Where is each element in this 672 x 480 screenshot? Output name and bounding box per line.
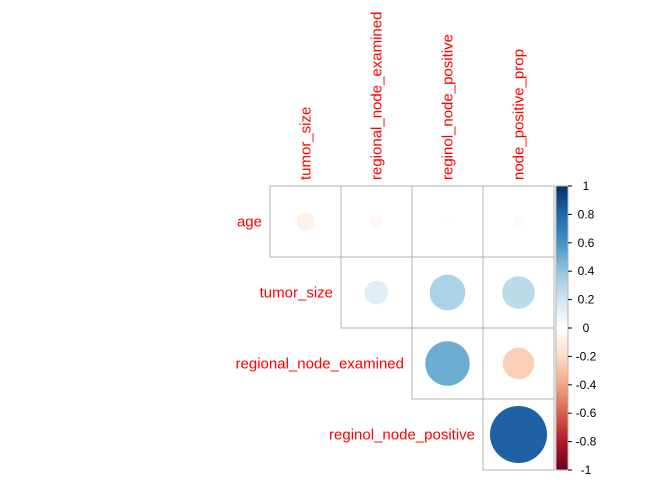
color-bar-tick-label: -0.6 (576, 406, 597, 420)
correlation-circle (502, 276, 535, 309)
column-labels: tumor_size regional_node_examined reginol_… (298, 12, 528, 180)
color-bar-tick-label: -0.2 (576, 349, 597, 363)
row-labels: age tumor_size regional_node_examinedregin… (236, 214, 475, 444)
row-label: age (237, 214, 262, 231)
color-bar-tick-label: 0.2 (578, 293, 595, 307)
color-bar-tick-label: 1 (583, 179, 590, 193)
color-bar-tick-label: 0.8 (578, 207, 595, 221)
correlation-circle (364, 280, 389, 305)
column-label: reginol_node_positive (440, 34, 457, 180)
color-bar-tick-label: -1 (581, 463, 592, 477)
correlation-circle (513, 216, 524, 227)
row-label: regional_node_examined (236, 356, 404, 373)
color-legend: 1 0.8 0.6 0.4 0.2 0 -0.2 -0.4 -0.6 -0.8 -1 (555, 179, 597, 477)
correlation-circle (425, 341, 470, 386)
correlation-circle (489, 405, 548, 464)
matrix-cell (482, 398, 555, 471)
color-bar-tick-label: 0.6 (578, 236, 595, 250)
row-label: reginol_node_positive (329, 427, 475, 444)
correlation-circle (502, 347, 535, 380)
column-label: node_positive_prop (511, 49, 528, 180)
column-label: regional_node_examined (369, 12, 386, 180)
correlation-circle (296, 212, 315, 231)
correlation-circle (370, 215, 383, 228)
color-bar-tick-label: -0.8 (576, 435, 597, 449)
row-label: tumor_size (260, 285, 333, 302)
color-bar-tick-label: -0.4 (576, 378, 597, 392)
correlation-matrix (269, 185, 555, 471)
correlation-circle (444, 218, 451, 225)
column-label: tumor_size (298, 107, 315, 180)
correlation-circle (429, 274, 466, 311)
color-bar (555, 185, 569, 471)
color-bar-tick-label: 0 (583, 321, 590, 335)
color-bar-tick-label: 0.4 (578, 264, 595, 278)
